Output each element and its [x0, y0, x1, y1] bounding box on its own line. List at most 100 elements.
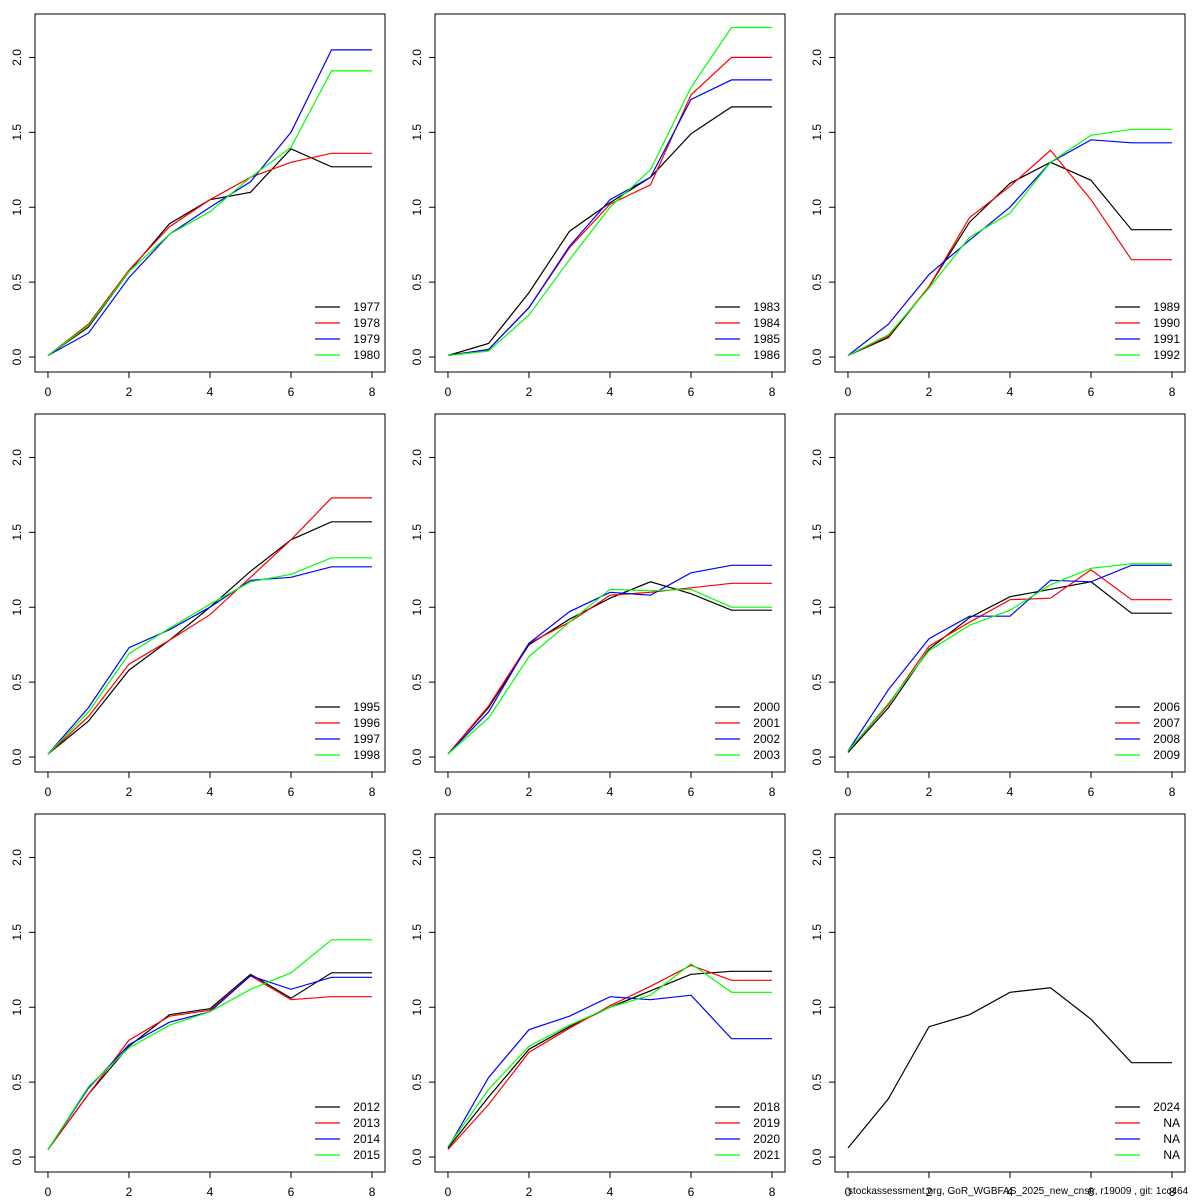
- y-tick-label: 0.0: [10, 348, 24, 365]
- y-tick-label: 1.5: [410, 124, 424, 141]
- legend-label: 1992: [1153, 348, 1180, 362]
- legend-label: 1996: [353, 716, 380, 730]
- plot-frame: [434, 813, 786, 1173]
- y-tick-label: 1.0: [410, 599, 424, 616]
- legend-label: 1998: [353, 748, 380, 762]
- x-tick-label: 4: [1007, 385, 1014, 399]
- x-tick-label: 2: [126, 785, 133, 799]
- x-tick-label: 6: [688, 385, 695, 399]
- x-tick-label: 6: [1088, 785, 1095, 799]
- x-tick-label: 6: [688, 785, 695, 799]
- legend-label: 1985: [753, 332, 780, 346]
- x-tick-label: 2: [126, 1185, 133, 1199]
- y-tick-label: 2.0: [410, 49, 424, 66]
- y-tick-label: 1.0: [810, 599, 824, 616]
- plot-frame: [834, 813, 1186, 1173]
- y-tick-label: 2.0: [10, 449, 24, 466]
- y-tick-label: 1.0: [10, 999, 24, 1016]
- x-tick-label: 6: [288, 385, 295, 399]
- legend-label: 1978: [353, 316, 380, 330]
- series-line: [47, 70, 372, 356]
- y-tick-label: 1.0: [410, 199, 424, 216]
- y-tick-label: 0.5: [410, 1073, 424, 1090]
- x-tick-label: 4: [1007, 1185, 1014, 1199]
- x-tick-label: 2: [926, 785, 933, 799]
- series-line: [447, 970, 772, 1149]
- x-tick-label: 6: [1088, 385, 1095, 399]
- y-tick-label: 1.0: [10, 199, 24, 216]
- series-line: [47, 557, 372, 755]
- series-line: [47, 49, 372, 357]
- legend-label: 2000: [753, 700, 780, 714]
- y-tick-label: 0.0: [10, 748, 24, 765]
- y-tick-label: 0.5: [10, 673, 24, 690]
- x-tick-label: 8: [769, 385, 776, 399]
- x-tick-label: 2: [526, 785, 533, 799]
- y-tick-label: 1.5: [10, 524, 24, 541]
- x-tick-label: 8: [1169, 1185, 1176, 1199]
- y-tick-label: 1.0: [810, 199, 824, 216]
- x-tick-label: 4: [1007, 785, 1014, 799]
- legend-label: 2019: [753, 1116, 780, 1130]
- legend-label: 1986: [753, 348, 780, 362]
- legend-label: 2008: [1153, 732, 1180, 746]
- x-tick-label: 0: [445, 1185, 452, 1199]
- legend-label: NA: [1163, 1116, 1180, 1130]
- series-line: [447, 26, 772, 357]
- x-tick-label: 2: [926, 1185, 933, 1199]
- plot-frame: [34, 13, 386, 373]
- y-tick-label: 2.0: [10, 849, 24, 866]
- y-tick-label: 1.5: [810, 924, 824, 941]
- legend-label: 2009: [1153, 748, 1180, 762]
- legend-label: 2001: [753, 716, 780, 730]
- y-tick-label: 0.5: [410, 273, 424, 290]
- series-line: [847, 139, 1172, 356]
- y-tick-label: 0.0: [410, 348, 424, 365]
- y-tick-label: 1.5: [10, 124, 24, 141]
- x-tick-label: 0: [845, 385, 852, 399]
- y-tick-label: 1.0: [810, 999, 824, 1016]
- y-tick-label: 0.0: [810, 348, 824, 365]
- legend-label: 2007: [1153, 716, 1180, 730]
- y-tick-label: 2.0: [410, 449, 424, 466]
- x-tick-label: 6: [1088, 1185, 1095, 1199]
- legend-label: 1991: [1153, 332, 1180, 346]
- x-tick-label: 4: [607, 1185, 614, 1199]
- legend-label: 1997: [353, 732, 380, 746]
- series-line: [447, 79, 772, 357]
- series-line: [47, 148, 372, 356]
- y-tick-label: 0.0: [410, 1148, 424, 1165]
- legend-label: 1977: [353, 300, 380, 314]
- legend-label: 2013: [353, 1116, 380, 1130]
- y-tick-label: 1.5: [10, 924, 24, 941]
- x-tick-label: 0: [45, 1185, 52, 1199]
- x-tick-label: 0: [45, 385, 52, 399]
- x-tick-label: 0: [845, 785, 852, 799]
- legend-label: 2014: [353, 1132, 380, 1146]
- x-tick-label: 4: [207, 1185, 214, 1199]
- footer: stockassessment.org, GoR_WGBFAS_2025_new…: [848, 1186, 1189, 1197]
- y-tick-label: 1.5: [810, 124, 824, 141]
- legend-label: 2020: [753, 1132, 780, 1146]
- series-line: [447, 963, 772, 1147]
- series-line: [847, 564, 1172, 752]
- plot-frame: [34, 813, 386, 1173]
- x-tick-label: 0: [845, 1185, 852, 1199]
- series-line: [447, 964, 772, 1150]
- series-line: [447, 106, 772, 357]
- legend-label: 2012: [353, 1100, 380, 1114]
- series-line: [847, 563, 1172, 752]
- legend-label: 2002: [753, 732, 780, 746]
- series-line: [847, 581, 1172, 753]
- plot-frame: [834, 413, 1186, 773]
- x-tick-label: 2: [926, 385, 933, 399]
- y-tick-label: 2.0: [410, 849, 424, 866]
- x-tick-label: 8: [769, 785, 776, 799]
- y-tick-label: 2.0: [10, 49, 24, 66]
- series-line: [47, 521, 372, 755]
- x-tick-label: 8: [369, 785, 376, 799]
- x-tick-label: 2: [526, 385, 533, 399]
- y-tick-label: 0.5: [10, 273, 24, 290]
- legend-label: 2006: [1153, 700, 1180, 714]
